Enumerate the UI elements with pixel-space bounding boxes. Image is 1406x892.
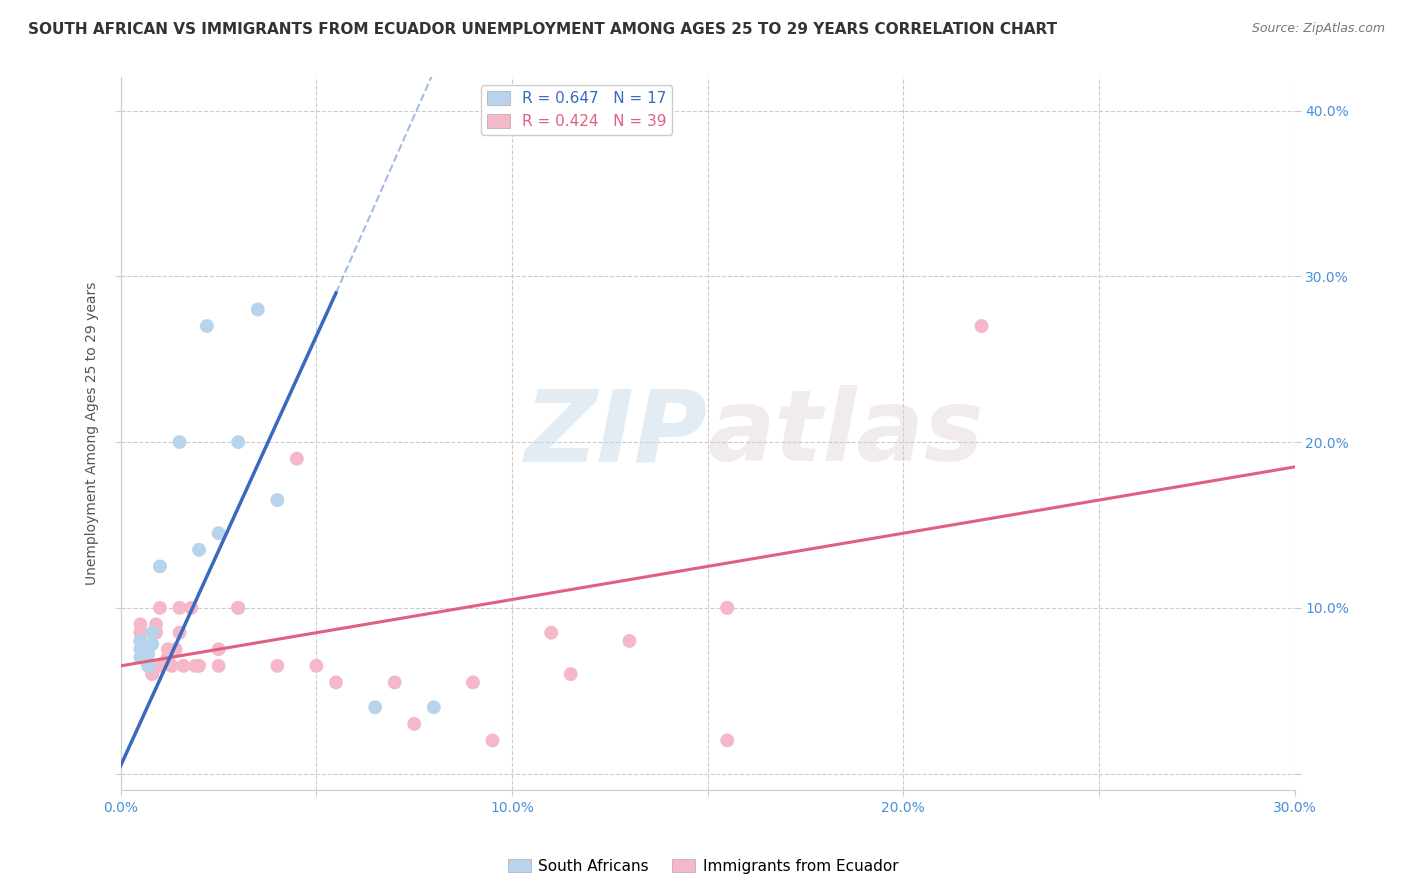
Point — [364, 700, 387, 714]
Point — [226, 600, 249, 615]
Legend: R = 0.647   N = 17, R = 0.424   N = 39: R = 0.647 N = 17, R = 0.424 N = 39 — [481, 85, 672, 135]
Point — [141, 625, 163, 640]
Point — [180, 600, 202, 615]
Point — [169, 625, 191, 640]
Point — [165, 642, 187, 657]
Text: ZIP: ZIP — [524, 385, 707, 483]
Text: Source: ZipAtlas.com: Source: ZipAtlas.com — [1251, 22, 1385, 36]
Point — [172, 658, 194, 673]
Point — [716, 600, 738, 615]
Point — [129, 617, 152, 632]
Point — [145, 625, 167, 640]
Point — [184, 658, 207, 673]
Point — [156, 642, 179, 657]
Point — [129, 634, 152, 648]
Point — [423, 700, 446, 714]
Point — [404, 716, 426, 731]
Point — [970, 319, 993, 334]
Point — [716, 600, 738, 615]
Point — [129, 634, 152, 648]
Point — [141, 667, 163, 681]
Point — [145, 617, 167, 632]
Point — [226, 435, 249, 450]
Point — [208, 526, 231, 541]
Point — [188, 542, 211, 557]
Point — [540, 625, 562, 640]
Point — [325, 675, 347, 690]
Point — [129, 625, 152, 640]
Point — [481, 733, 503, 747]
Point — [160, 658, 183, 673]
Point — [285, 451, 308, 466]
Point — [169, 600, 191, 615]
Point — [619, 634, 641, 648]
Point — [266, 493, 288, 508]
Point — [560, 667, 582, 681]
Point — [156, 650, 179, 665]
Point — [136, 658, 159, 673]
Point — [461, 675, 484, 690]
Point — [384, 675, 406, 690]
Point — [134, 650, 156, 665]
Legend: South Africans, Immigrants from Ecuador: South Africans, Immigrants from Ecuador — [502, 853, 904, 880]
Point — [305, 658, 328, 673]
Point — [141, 637, 163, 651]
Text: SOUTH AFRICAN VS IMMIGRANTS FROM ECUADOR UNEMPLOYMENT AMONG AGES 25 TO 29 YEARS : SOUTH AFRICAN VS IMMIGRANTS FROM ECUADOR… — [28, 22, 1057, 37]
Point — [188, 658, 211, 673]
Y-axis label: Unemployment Among Ages 25 to 29 years: Unemployment Among Ages 25 to 29 years — [86, 282, 100, 585]
Point — [149, 658, 172, 673]
Point — [208, 642, 231, 657]
Point — [129, 642, 152, 657]
Point — [149, 600, 172, 615]
Point — [266, 658, 288, 673]
Text: atlas: atlas — [707, 385, 984, 483]
Point — [129, 650, 152, 665]
Point — [716, 733, 738, 747]
Point — [246, 302, 269, 317]
Point — [136, 658, 159, 673]
Point — [208, 658, 231, 673]
Point — [169, 435, 191, 450]
Point — [136, 647, 159, 661]
Point — [149, 559, 172, 574]
Point — [226, 600, 249, 615]
Point — [195, 319, 218, 334]
